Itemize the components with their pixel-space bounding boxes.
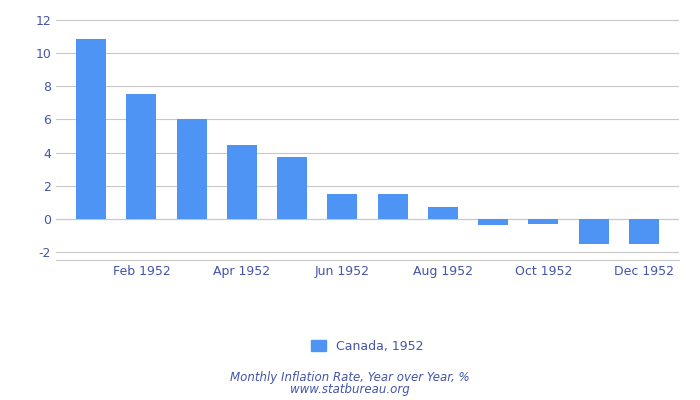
Bar <box>328 194 358 219</box>
Bar <box>528 219 559 224</box>
Bar <box>478 219 508 225</box>
Bar <box>277 158 307 219</box>
Text: www.statbureau.org: www.statbureau.org <box>290 384 410 396</box>
Bar <box>227 145 257 219</box>
Bar <box>176 119 206 219</box>
Bar <box>377 194 407 219</box>
Text: Monthly Inflation Rate, Year over Year, %: Monthly Inflation Rate, Year over Year, … <box>230 372 470 384</box>
Legend: Canada, 1952: Canada, 1952 <box>307 335 428 358</box>
Bar <box>76 39 106 219</box>
Bar <box>629 219 659 244</box>
Bar <box>428 207 458 219</box>
Bar <box>126 94 157 219</box>
Bar <box>578 219 609 244</box>
